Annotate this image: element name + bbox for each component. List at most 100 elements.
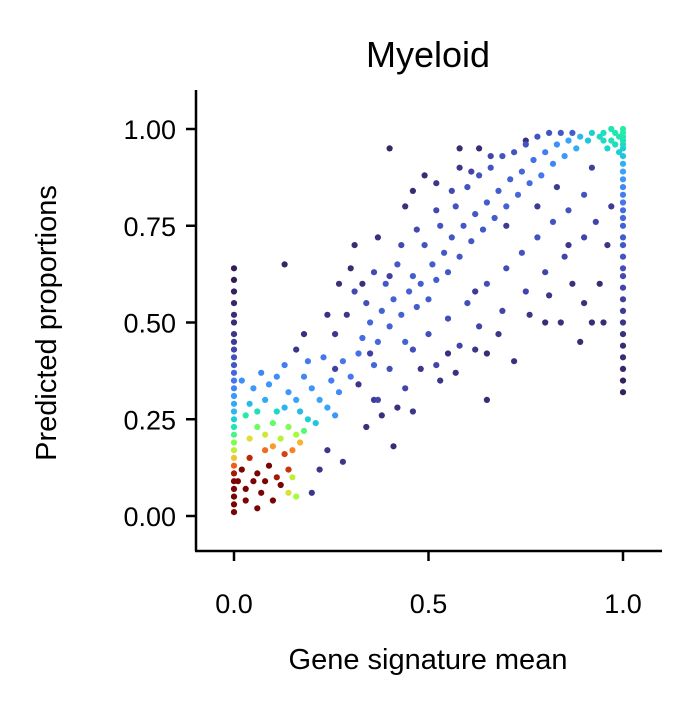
scatter-point	[619, 284, 627, 291]
scatter-point	[619, 331, 627, 338]
scatter-point	[262, 478, 269, 485]
scatter-point	[406, 288, 413, 295]
scatter-point	[437, 377, 444, 384]
scatter-point	[425, 296, 432, 303]
scatter-point	[335, 280, 343, 287]
scatter-point	[293, 396, 300, 403]
scatter-point	[285, 423, 292, 431]
scatter-point	[293, 431, 300, 438]
scatter-point	[619, 319, 627, 326]
scatter-point	[421, 172, 428, 179]
scatter-point	[254, 505, 261, 512]
scatter-point	[402, 385, 409, 392]
scatter-point	[335, 389, 343, 396]
scatter-point	[619, 234, 627, 241]
scatter-point	[250, 478, 257, 485]
scatter-point	[359, 280, 366, 287]
x-tick-label: 0.5	[410, 589, 448, 619]
y-tick-label: 0.00	[123, 502, 176, 532]
scatter-point	[553, 141, 561, 148]
scatter-point	[262, 396, 269, 403]
scatter-point	[592, 218, 599, 225]
scatter-point	[619, 265, 627, 272]
scatter-point	[596, 133, 603, 140]
scatter-point	[456, 342, 463, 349]
scatter-point	[230, 408, 238, 415]
scatter-point	[476, 145, 483, 152]
scatter-point	[483, 350, 490, 357]
scatter-point	[300, 373, 308, 380]
scatter-point	[367, 350, 374, 357]
scatter-point	[230, 265, 238, 272]
scatter-point	[456, 145, 463, 152]
scatter-point	[499, 307, 506, 314]
scatter-point	[367, 319, 374, 326]
scatter-point	[316, 396, 323, 403]
scatter-point	[588, 319, 596, 326]
y-tick-label: 0.50	[123, 309, 176, 339]
scatter-point	[230, 462, 238, 469]
scatter-point	[433, 362, 440, 369]
scatter-point	[230, 447, 238, 454]
scatter-point	[619, 242, 627, 249]
scatter-point	[483, 396, 490, 403]
scatter-point	[281, 261, 288, 268]
scatter-point	[425, 331, 432, 338]
scatter-point	[374, 396, 381, 403]
scatter-point	[304, 416, 311, 423]
scatter-point	[230, 431, 238, 438]
scatter-point	[273, 408, 280, 415]
y-axis-ticks: 0.00 0.25 0.50 0.75 1.00	[123, 115, 196, 532]
scatter-point	[546, 129, 553, 136]
scatter-point	[281, 451, 288, 458]
scatter-point	[230, 439, 238, 446]
scatter-point	[413, 226, 420, 233]
scatter-point	[437, 222, 444, 229]
x-axis-ticks: 0.0 0.5 1.0	[215, 551, 642, 619]
scatter-point	[619, 222, 627, 229]
scatter-point	[304, 358, 311, 365]
scatter-point	[230, 485, 238, 492]
scatter-point	[584, 137, 592, 144]
scatter-point	[230, 276, 238, 283]
scatter-point	[619, 296, 627, 303]
scatter-point	[608, 203, 615, 210]
scatter-point	[596, 280, 603, 287]
scatter-point	[398, 242, 405, 249]
scatter-point	[273, 474, 280, 481]
scatter-point	[542, 319, 549, 326]
scatter-point	[476, 323, 483, 330]
scatter-point	[530, 156, 537, 164]
scatter-point	[246, 435, 253, 442]
scatter-point	[588, 129, 596, 136]
scatter-point	[538, 172, 545, 179]
scatter-point	[569, 280, 576, 287]
scatter-point	[281, 362, 288, 369]
scatter-point	[230, 362, 238, 369]
scatter-point	[351, 242, 358, 249]
scatter-point	[390, 296, 397, 303]
scatter-point	[549, 160, 557, 167]
scatter-point	[604, 145, 611, 152]
scatter-point	[619, 168, 627, 175]
scatter-point	[355, 381, 362, 388]
scatter-point	[277, 435, 284, 442]
scatter-point	[339, 358, 346, 365]
y-axis-label: Predicted proportions	[31, 185, 63, 461]
scatter-point	[230, 300, 238, 307]
scatter-point	[297, 408, 304, 415]
scatter-point	[386, 323, 393, 330]
scatter-point	[230, 454, 238, 461]
scatter-point	[230, 288, 238, 295]
scatter-point	[619, 176, 627, 183]
scatter-point	[262, 431, 269, 438]
scatter-point	[518, 168, 526, 175]
scatter-point	[495, 331, 502, 338]
scatter-point	[460, 222, 467, 229]
scatter-point	[433, 207, 440, 214]
scatter-point	[363, 423, 370, 431]
scatter-point	[386, 273, 393, 280]
scatter-point	[390, 443, 397, 450]
scatter-point	[230, 319, 238, 326]
scatter-point	[526, 311, 533, 318]
